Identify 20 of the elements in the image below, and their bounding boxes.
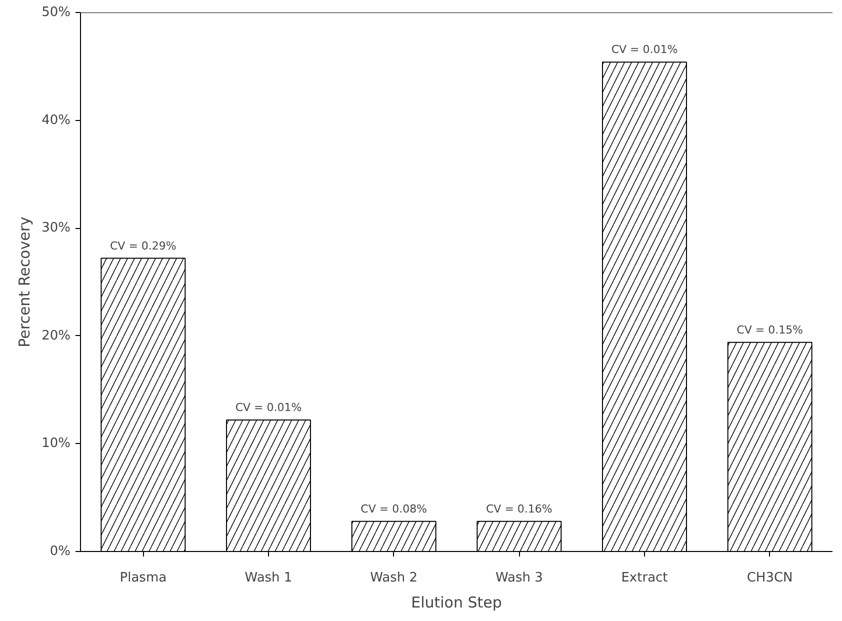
annotation: CV = 0.01%: [611, 43, 678, 56]
y-tick-label: 30%: [42, 220, 71, 236]
y-tick-label: 10%: [42, 436, 71, 452]
x-axis-title: Elution Step: [411, 594, 502, 612]
x-tick-label: Wash 2: [370, 570, 418, 586]
y-tick-label: 0%: [50, 544, 70, 559]
x-tick-label: Wash 1: [244, 570, 292, 586]
annotation: CV = 0.01%: [235, 400, 302, 414]
x-tick-label: Plasma: [120, 570, 167, 586]
y-axis-title: Percent Recovery: [16, 216, 34, 348]
y-tick-label: 40%: [42, 112, 71, 128]
annotation: CV = 0.29%: [110, 239, 176, 252]
x-tick-label: CH3CN: [746, 570, 793, 586]
y-tick-label: 50%: [42, 5, 71, 20]
annotation: CV = 0.08%: [360, 502, 428, 516]
x-tick-label: Wash 3: [495, 570, 543, 586]
x-tick-label: Extract: [621, 570, 668, 586]
annotation: CV = 0.16%: [486, 502, 552, 516]
y-tick-label: 20%: [42, 328, 71, 344]
annotation: CV = 0.15%: [736, 323, 804, 336]
